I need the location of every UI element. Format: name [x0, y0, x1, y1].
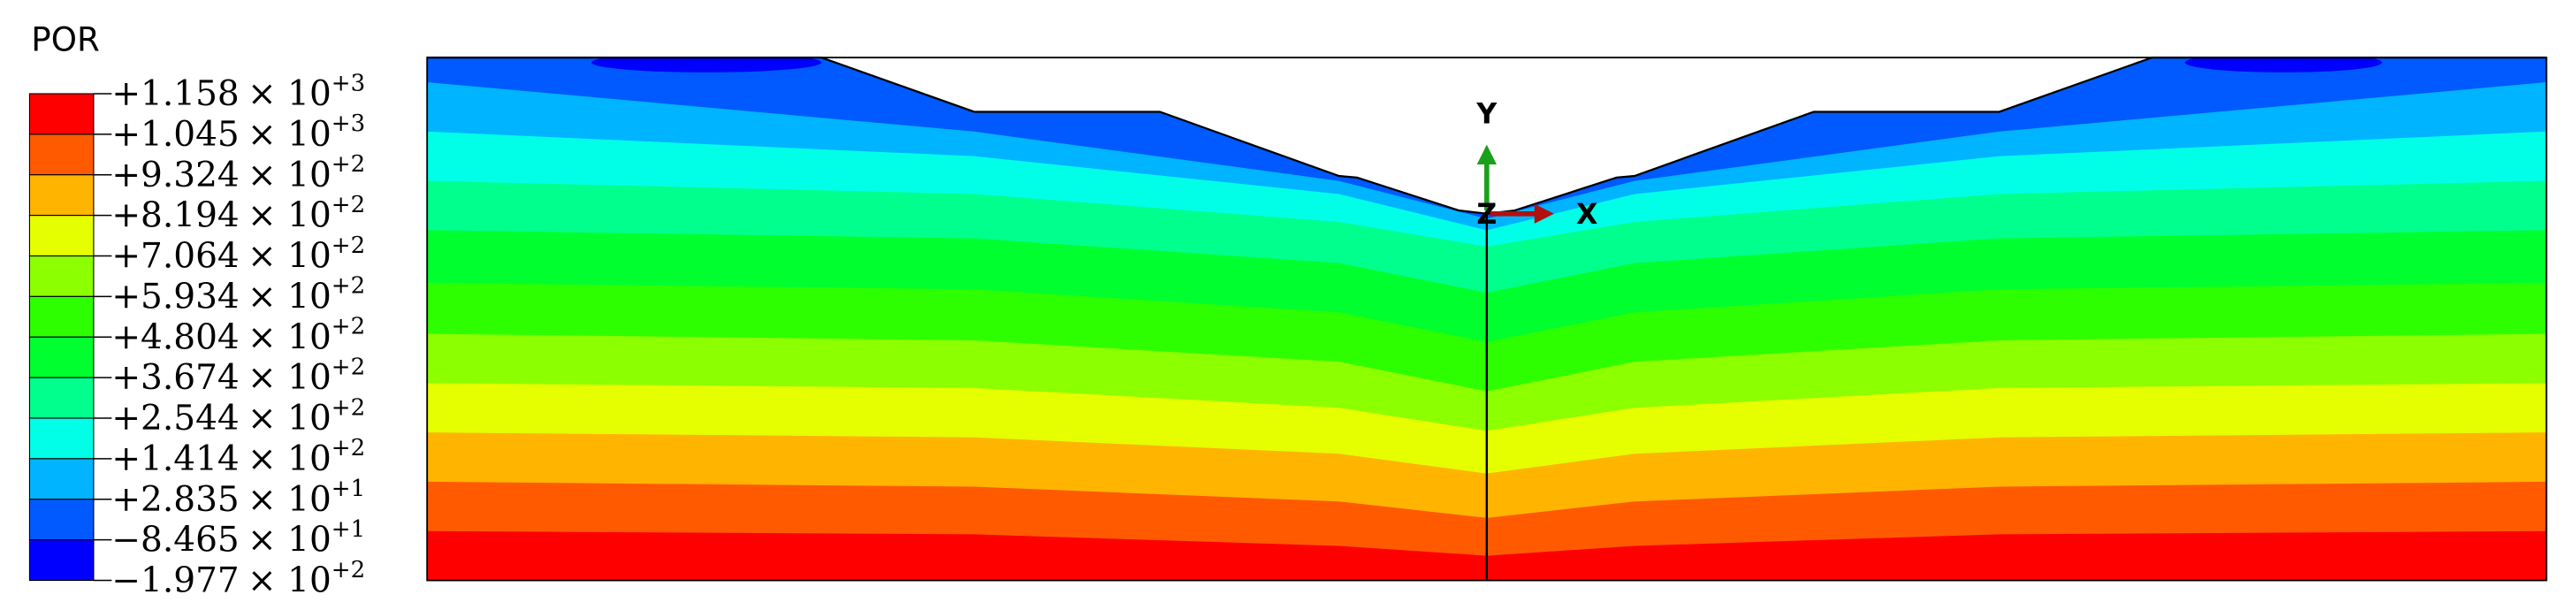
legend-swatch [28, 295, 95, 338]
legend-mantissa: +3.674 [111, 358, 239, 398]
legend-label: +8.194 × 10+2 [111, 192, 365, 236]
z-axis-label: Z [1476, 199, 1497, 231]
legend-exponent: +2 [332, 314, 365, 340]
legend-exponent: +2 [332, 435, 365, 461]
legend-times: × 10 [248, 439, 332, 479]
legend-mantissa: +4.804 [111, 317, 239, 357]
legend-swatch [28, 133, 95, 176]
legend-mantissa: +2.544 [111, 399, 239, 438]
legend-mantissa: +8.194 [111, 196, 239, 236]
legend-mantissa: +1.045 [111, 115, 239, 155]
legend-exponent: +2 [332, 557, 365, 583]
legend-swatch [28, 499, 95, 541]
legend-label: −1.977 × 10+2 [111, 557, 365, 601]
legend-exponent: +2 [332, 192, 365, 218]
legend-swatch [28, 93, 95, 135]
legend-mantissa: +2.835 [111, 480, 239, 520]
legend-times: × 10 [248, 196, 332, 236]
legend-exponent: +3 [332, 70, 365, 96]
scene: POR Y X Z +1.158 × 10+3+1.045 × 10+3+9.324… [28, 20, 2548, 601]
x-arrow-head [1534, 203, 1555, 224]
legend-mantissa: +5.934 [111, 277, 239, 316]
legend-swatch [28, 377, 95, 419]
legend-exponent: +1 [332, 476, 365, 502]
legend-label: +1.158 × 10+3 [111, 70, 365, 114]
legend-swatch [28, 215, 95, 257]
legend-label: +2.835 × 10+1 [111, 476, 365, 520]
legend-times: × 10 [248, 237, 332, 277]
legend-label: +4.804 × 10+2 [111, 314, 365, 358]
legend-times: × 10 [248, 358, 332, 398]
legend-mantissa: +1.158 [111, 74, 239, 114]
legend-mantissa: +9.324 [111, 156, 239, 195]
legend-swatch [28, 539, 95, 582]
legend-exponent: +2 [332, 394, 365, 421]
legend-label: +7.064 × 10+2 [111, 233, 365, 277]
legend-mantissa: −8.465 [111, 521, 239, 560]
y-axis-label: Y [1475, 98, 1498, 130]
legend-label: +9.324 × 10+2 [111, 151, 365, 195]
legend-exponent: +2 [332, 354, 365, 380]
legend-times: × 10 [248, 277, 332, 316]
legend-label: −8.465 × 10+1 [111, 516, 365, 560]
contour-patch [591, 57, 822, 72]
legend-swatch [28, 458, 95, 500]
legend-label: +2.544 × 10+2 [111, 394, 365, 438]
legend-swatch [28, 255, 95, 297]
legend-exponent: +3 [332, 111, 365, 137]
legend-label: +1.414 × 10+2 [111, 435, 365, 479]
legend-times: × 10 [248, 561, 332, 601]
legend-exponent: +2 [332, 151, 365, 178]
legend-mantissa: +7.064 [111, 237, 239, 277]
legend-times: × 10 [248, 317, 332, 357]
legend-label: +1.045 × 10+3 [111, 111, 365, 155]
legend-times: × 10 [248, 74, 332, 114]
legend-times: × 10 [248, 521, 332, 560]
legend-swatch [28, 336, 95, 378]
legend-times: × 10 [248, 156, 332, 195]
legend-label: +3.674 × 10+2 [111, 354, 365, 398]
x-axis-label: X [1576, 199, 1597, 231]
contour-field [427, 57, 2547, 581]
legend-times: × 10 [248, 480, 332, 520]
contour-patch [2184, 57, 2382, 72]
legend-label: +5.934 × 10+2 [111, 273, 365, 317]
legend-exponent: +1 [332, 516, 365, 543]
legend-mantissa: −1.977 [111, 561, 239, 601]
legend-swatch [28, 174, 95, 217]
y-arrow-head [1476, 144, 1498, 164]
legend-exponent: +2 [332, 233, 365, 259]
legend-times: × 10 [248, 115, 332, 155]
legend-mantissa: +1.414 [111, 439, 239, 479]
legend-swatch [28, 417, 95, 460]
legend-times: × 10 [248, 399, 332, 438]
legend-exponent: +2 [332, 273, 365, 300]
legend-title: POR [31, 20, 99, 59]
